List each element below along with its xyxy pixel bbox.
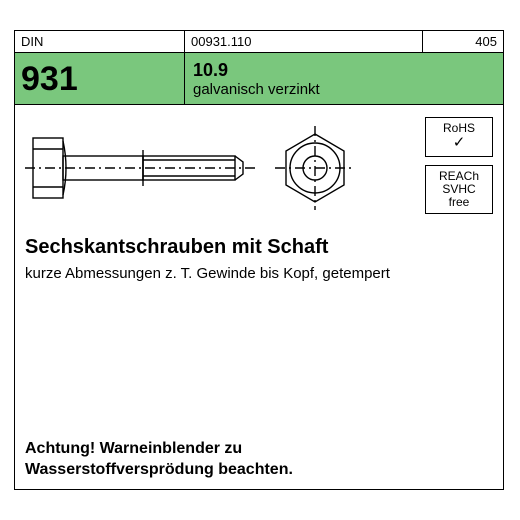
header-bar: DIN 00931.110 405 xyxy=(15,31,503,53)
warning-line2: Wasserstoffversprödung beachten. xyxy=(25,460,293,481)
green-band: 931 10.9 galvanisch verzinkt xyxy=(15,53,503,105)
product-subtitle: kurze Abmessungen z. T. Gewinde bis Kopf… xyxy=(25,265,445,284)
reach-line3: free xyxy=(428,196,490,209)
check-icon: ✓ xyxy=(428,135,490,152)
reach-badge: REACh SVHC free xyxy=(425,165,493,215)
reach-line1: REACh xyxy=(428,170,490,183)
certification-badges: RoHS ✓ REACh SVHC free xyxy=(425,117,493,222)
product-title: Sechskantschrauben mit Schaft xyxy=(25,236,445,259)
din-number: 931 xyxy=(15,53,185,104)
band-right: 10.9 galvanisch verzinkt xyxy=(185,53,503,104)
bolt-svg xyxy=(25,123,365,213)
strength-grade: 10.9 xyxy=(193,60,495,81)
header-ref: 405 xyxy=(423,31,503,52)
warning-block: Achtung! Warneinblender zu Wasserstoffve… xyxy=(25,439,293,481)
rohs-badge: RoHS ✓ xyxy=(425,117,493,157)
description-block: Sechskantschrauben mit Schaft kurze Abme… xyxy=(25,236,445,284)
drawing-row: RoHS ✓ REACh SVHC free xyxy=(15,105,503,220)
bolt-drawing xyxy=(25,123,365,213)
spec-sheet: DIN 00931.110 405 931 10.9 galvanisch ve… xyxy=(14,30,504,490)
surface-finish: galvanisch verzinkt xyxy=(193,81,495,98)
warning-line1: Achtung! Warneinblender zu xyxy=(25,439,293,460)
header-code: 00931.110 xyxy=(185,31,423,52)
header-standard: DIN xyxy=(15,31,185,52)
